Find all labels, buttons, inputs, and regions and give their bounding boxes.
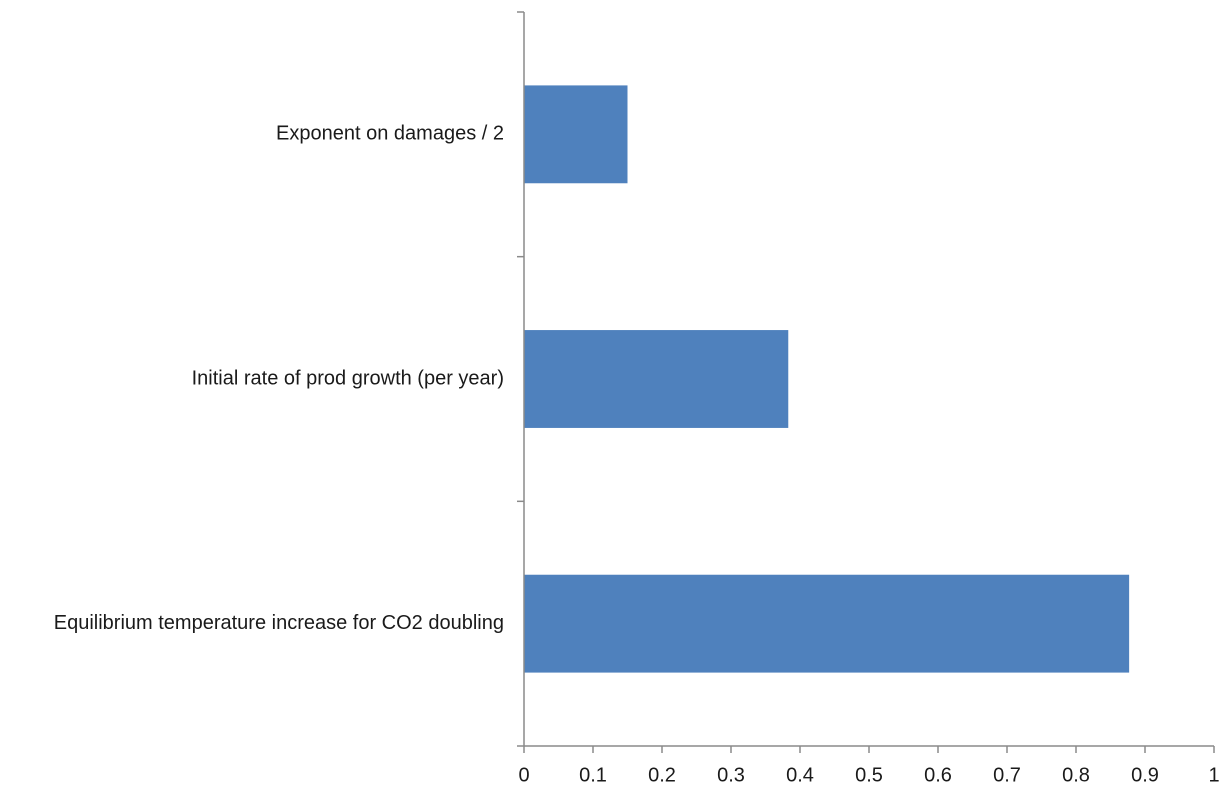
bar-1 <box>524 330 789 428</box>
x-tick-label-9: 0.9 <box>1131 764 1159 786</box>
bars-group <box>524 85 1130 673</box>
x-axis-ticks: 0 0.1 0.2 0.3 0.4 0.5 0.6 0.7 0.8 0.9 1 <box>518 746 1220 786</box>
bar-2 <box>524 574 1130 673</box>
x-tick-label-3: 0.3 <box>717 764 745 786</box>
x-tick-label-10: 1 <box>1208 764 1219 786</box>
category-labels: Exponent on damages / 2 Initial rate of p… <box>54 123 504 634</box>
bar-0 <box>524 85 628 184</box>
category-label-1: Initial rate of prod growth (per year) <box>192 367 504 389</box>
x-tick-label-7: 0.7 <box>993 764 1021 786</box>
x-tick-label-1: 0.1 <box>579 764 607 786</box>
category-label-2: Equilibrium temperature increase for CO2… <box>54 612 504 634</box>
category-label-0: Exponent on damages / 2 <box>276 123 504 145</box>
x-tick-label-0: 0 <box>518 764 529 786</box>
x-tick-label-4: 0.4 <box>786 764 814 786</box>
x-tick-label-8: 0.8 <box>1062 764 1090 786</box>
x-tick-label-5: 0.5 <box>855 764 883 786</box>
x-tick-label-6: 0.6 <box>924 764 952 786</box>
x-tick-label-2: 0.2 <box>648 764 676 786</box>
